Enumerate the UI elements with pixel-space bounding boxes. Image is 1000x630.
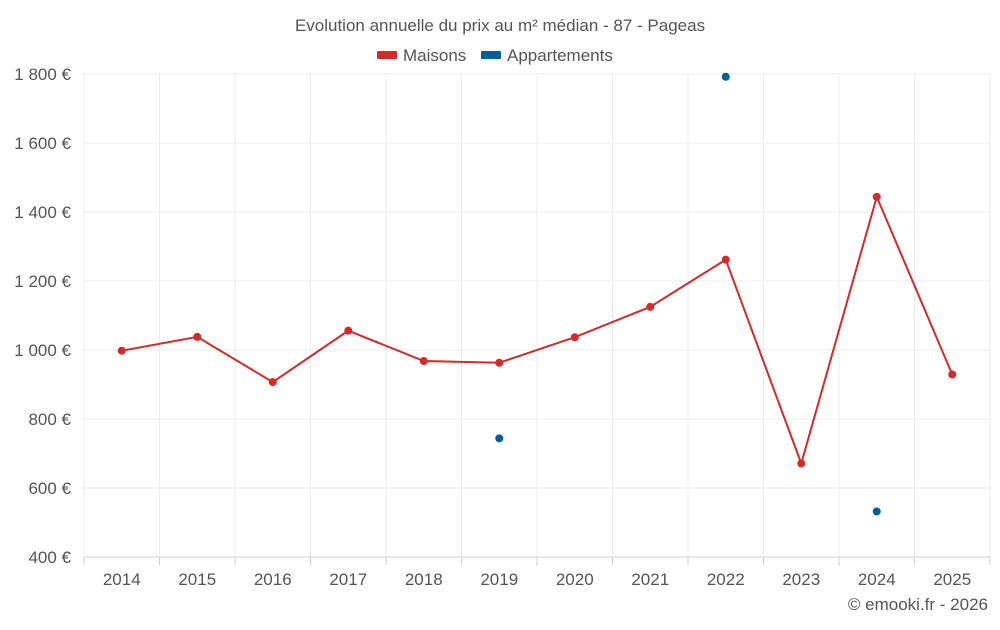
y-tick-label: 1 600 € bbox=[14, 134, 71, 153]
data-point-maisons[interactable] bbox=[117, 346, 126, 355]
x-tick-label: 2020 bbox=[556, 570, 594, 589]
y-axis: 400 € 600 € 800 € 1 000 € 1 200 € 1 400 € 1 60… bbox=[14, 65, 71, 567]
data-point-appartements[interactable] bbox=[872, 507, 881, 516]
x-axis: 2014 2015 2016 2017 2018 2019 2020 2021 2022 2023… bbox=[83, 557, 991, 589]
chart-title: Evolution annuelle du prix au m² médian … bbox=[295, 16, 705, 35]
x-tick-label: 2021 bbox=[631, 570, 669, 589]
data-point-maisons[interactable] bbox=[495, 358, 504, 367]
data-point-maisons[interactable] bbox=[872, 192, 881, 201]
x-tick-label: 2014 bbox=[103, 570, 141, 589]
y-tick-label: 1 800 € bbox=[14, 65, 71, 84]
x-tick-label: 2015 bbox=[178, 570, 216, 589]
credit-text: © emooki.fr - 2026 bbox=[848, 595, 988, 614]
data-point-appartements[interactable] bbox=[721, 72, 730, 81]
x-tick-label: 2019 bbox=[480, 570, 518, 589]
data-point-maisons[interactable] bbox=[419, 357, 428, 366]
legend-swatch-appartements bbox=[481, 51, 501, 59]
x-tick-label: 2022 bbox=[707, 570, 745, 589]
data-point-maisons[interactable] bbox=[268, 378, 277, 387]
series-line-maisons bbox=[121, 193, 954, 467]
y-tick-label: 1 000 € bbox=[14, 341, 71, 360]
legend-item-appartements[interactable]: Appartements bbox=[481, 46, 613, 65]
x-tick-label: 2024 bbox=[858, 570, 896, 589]
data-point-maisons[interactable] bbox=[570, 333, 579, 342]
data-point-maisons[interactable] bbox=[344, 326, 353, 335]
x-tick-label: 2017 bbox=[329, 570, 367, 589]
legend-swatch-maisons bbox=[377, 51, 397, 59]
legend: Maisons Appartements bbox=[377, 46, 613, 65]
grid bbox=[83, 73, 991, 558]
data-point-maisons[interactable] bbox=[646, 302, 655, 311]
x-tick-label: 2018 bbox=[405, 570, 443, 589]
series bbox=[117, 72, 957, 516]
data-point-maisons[interactable] bbox=[948, 370, 957, 379]
y-tick-label: 1 200 € bbox=[14, 272, 71, 291]
x-tick-label: 2025 bbox=[933, 570, 971, 589]
data-point-maisons[interactable] bbox=[797, 459, 806, 468]
legend-label-appartements: Appartements bbox=[507, 46, 613, 65]
legend-label-maisons: Maisons bbox=[403, 46, 466, 65]
x-tick-label: 2016 bbox=[254, 570, 292, 589]
y-tick-label: 1 400 € bbox=[14, 203, 71, 222]
y-tick-label: 600 € bbox=[28, 479, 71, 498]
y-tick-label: 800 € bbox=[28, 410, 71, 429]
y-tick-label: 400 € bbox=[28, 548, 71, 567]
data-point-appartements[interactable] bbox=[495, 434, 504, 443]
data-point-maisons[interactable] bbox=[193, 332, 202, 341]
legend-item-maisons[interactable]: Maisons bbox=[377, 46, 466, 65]
data-point-maisons[interactable] bbox=[721, 255, 730, 264]
x-tick-label: 2023 bbox=[782, 570, 820, 589]
